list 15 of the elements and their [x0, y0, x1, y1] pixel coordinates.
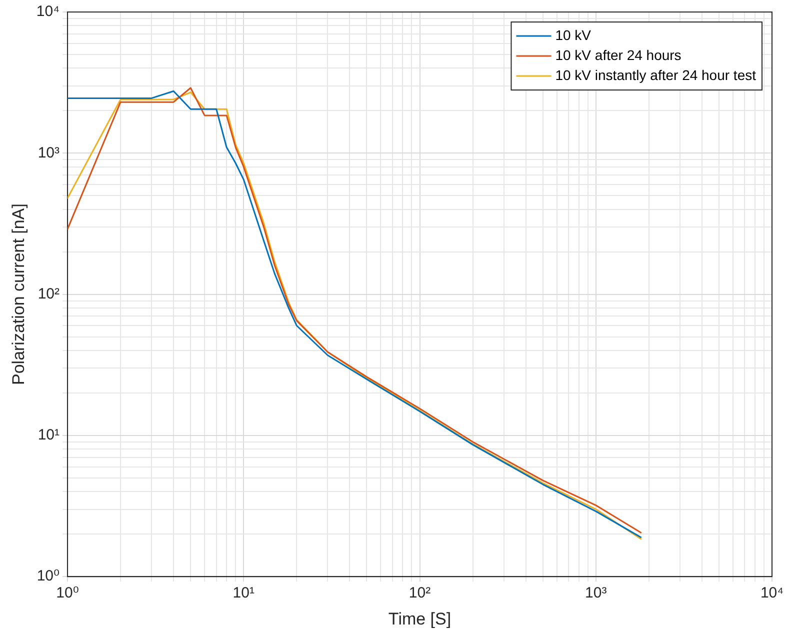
x-tick-label: 10⁴ [760, 584, 784, 602]
legend-label: 10 kV after 24 hours [555, 46, 682, 63]
y-tick-label: 10² [38, 285, 60, 302]
x-tick-label: 10³ [585, 584, 607, 602]
legend-label: 10 kV instantly after 24 hour test [555, 66, 756, 83]
x-axis-title: Time [S] [388, 609, 452, 628]
y-tick-label: 10⁰ [36, 568, 60, 585]
y-axis-title: Polarization current [nA] [8, 204, 28, 386]
x-tick-label: 10⁰ [56, 584, 79, 602]
x-tick-label: 10² [408, 584, 431, 602]
y-tick-label: 10¹ [38, 426, 60, 444]
legend-label: 10 kV [555, 26, 592, 43]
y-tick-label: 10³ [38, 144, 60, 162]
y-tick-label: 10⁴ [36, 3, 60, 20]
x-tick-label: 10¹ [232, 584, 254, 602]
